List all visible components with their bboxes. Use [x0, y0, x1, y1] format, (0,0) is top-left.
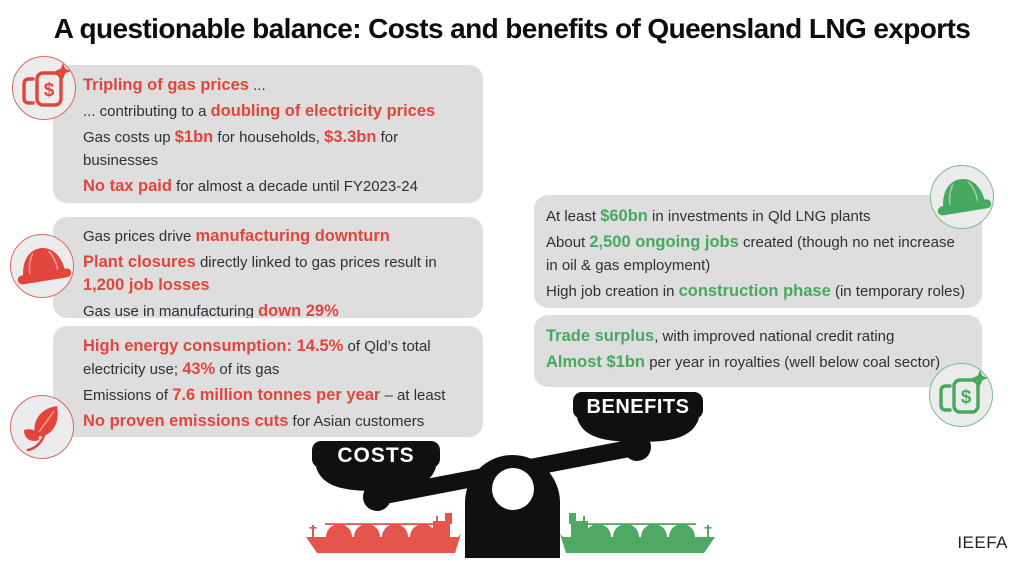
- benefit-box-investment-jobs: At least $60bn in investments in Qld LNG…: [534, 195, 982, 308]
- text-line: Tripling of gas prices ...: [83, 76, 266, 94]
- text-line: About 2,500 ongoing jobs created (though…: [546, 233, 955, 274]
- text-line: Gas use in manufacturing down 29%: [83, 302, 339, 318]
- brand-ieefa: IEEFA: [957, 533, 1008, 552]
- lng-ship-green: [560, 513, 715, 553]
- text-line: High energy consumption: 14.5% of Qld’s …: [83, 337, 431, 378]
- hard-hat-icon: [10, 234, 74, 298]
- cost-box-gas-prices: Tripling of gas prices ... ... contribut…: [53, 65, 483, 203]
- text-line: No proven emissions cuts for Asian custo…: [83, 412, 425, 430]
- text-line: Trade surplus, with improved national cr…: [546, 327, 895, 345]
- svg-text:$: $: [44, 80, 55, 101]
- leaf-icon: [10, 395, 74, 459]
- text-line: Plant closures directly linked to gas pr…: [83, 253, 437, 294]
- text-line: Gas costs up $1bn for households, $3.3bn…: [83, 128, 399, 169]
- balance-scale: COSTS BENEFITS: [312, 392, 703, 558]
- invoice-dollar-icon: $: [929, 363, 993, 427]
- benefits-pan-label: BENEFITS: [587, 396, 690, 418]
- text-line: At least $60bn in investments in Qld LNG…: [546, 207, 871, 225]
- text-line: Emissions of 7.6 million tonnes per year…: [83, 386, 446, 404]
- text-line: ... contributing to a doubling of electr…: [83, 102, 436, 120]
- svg-text:$: $: [961, 387, 972, 408]
- cost-box-energy-emissions: High energy consumption: 14.5% of Qld’s …: [53, 326, 483, 437]
- benefit-box-trade-royalties: Trade surplus, with improved national cr…: [534, 315, 982, 387]
- costs-pan-label: COSTS: [337, 444, 414, 467]
- hard-hat-icon: [930, 165, 994, 229]
- text-line: High job creation in construction phase …: [546, 282, 965, 300]
- invoice-dollar-icon: $: [12, 56, 76, 120]
- lng-ship-red: [306, 513, 461, 553]
- text-line: Almost $1bn per year in royalties (well …: [546, 353, 941, 371]
- cost-box-manufacturing: Gas prices drive manufacturing downturn …: [53, 217, 483, 318]
- text-line: No tax paid for almost a decade until FY…: [83, 177, 418, 195]
- text-line: Gas prices drive manufacturing downturn: [83, 227, 390, 245]
- page-title: A questionable balance: Costs and benefi…: [53, 13, 971, 44]
